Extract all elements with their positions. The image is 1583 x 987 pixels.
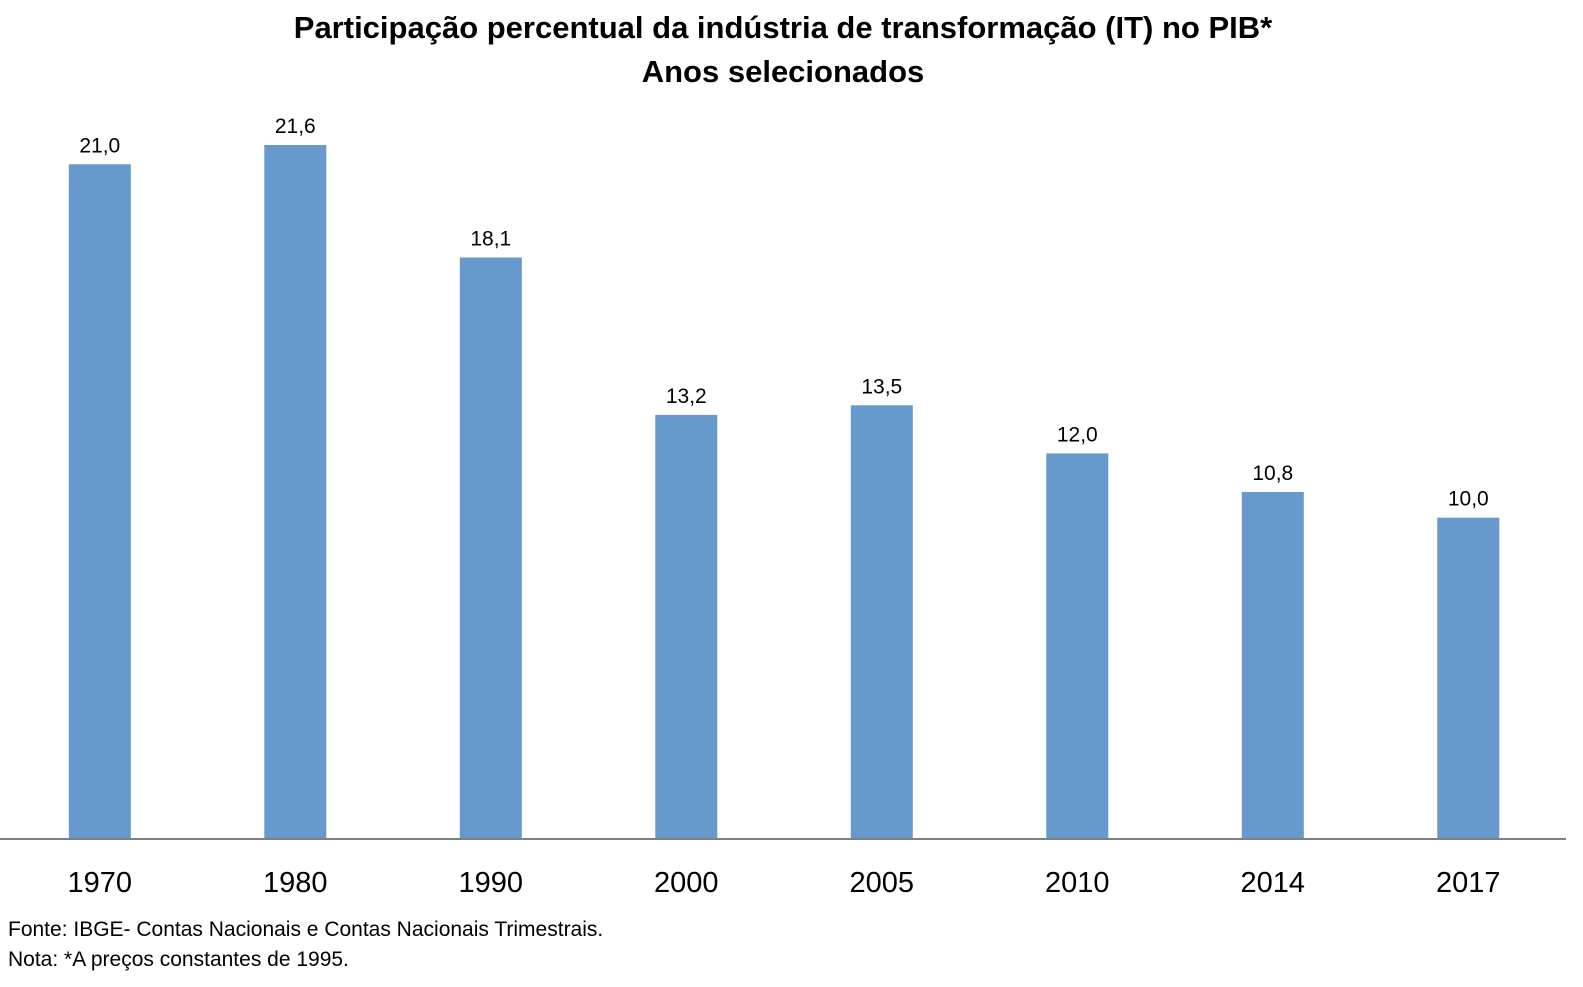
x-tick-label-1980: 1980: [263, 867, 328, 899]
data-label-2000: 13,2: [666, 385, 707, 408]
x-tick-label-2014: 2014: [1241, 867, 1306, 899]
x-tick-label-2017: 2017: [1436, 867, 1501, 899]
bar-2014: [1241, 492, 1304, 839]
data-label-1990: 18,1: [470, 228, 511, 251]
data-label-1970: 21,0: [79, 134, 120, 157]
bar-2017: [1437, 517, 1500, 839]
bar-1980: [264, 145, 327, 839]
bars-layer: [68, 145, 1500, 840]
data-label-2017: 10,0: [1448, 488, 1489, 511]
bar-2005: [850, 405, 913, 839]
bar-2010: [1046, 453, 1109, 839]
x-tick-label-2000: 2000: [654, 867, 719, 899]
source-note: Fonte: IBGE- Contas Nacionais e Contas N…: [8, 918, 604, 941]
bar-1970: [68, 164, 131, 840]
x-tick-label-1990: 1990: [459, 867, 524, 899]
x-tick-label-2010: 2010: [1045, 867, 1110, 899]
chart-subtitle: Anos selecionados: [641, 54, 925, 89]
bar-1990: [459, 257, 522, 839]
data-label-2005: 13,5: [861, 375, 902, 398]
price-note: Nota: *A preços constantes de 1995.: [8, 948, 349, 971]
data-label-1980: 21,6: [275, 115, 316, 138]
x-tick-label-2005: 2005: [850, 867, 915, 899]
data-label-2014: 10,8: [1252, 462, 1293, 485]
data-labels-layer: 21,0 21,6 18,1 13,2 13,5 12,0 10,8 10,0: [79, 115, 1488, 511]
data-label-2010: 12,0: [1057, 423, 1098, 446]
bar-2000: [655, 414, 718, 839]
x-tick-labels-layer: 1970 1980 1990 2000 2005 2010 2014 2017: [68, 867, 1501, 899]
chart-title: Participação percentual da indústria de …: [293, 10, 1273, 45]
x-tick-label-1970: 1970: [68, 867, 133, 899]
